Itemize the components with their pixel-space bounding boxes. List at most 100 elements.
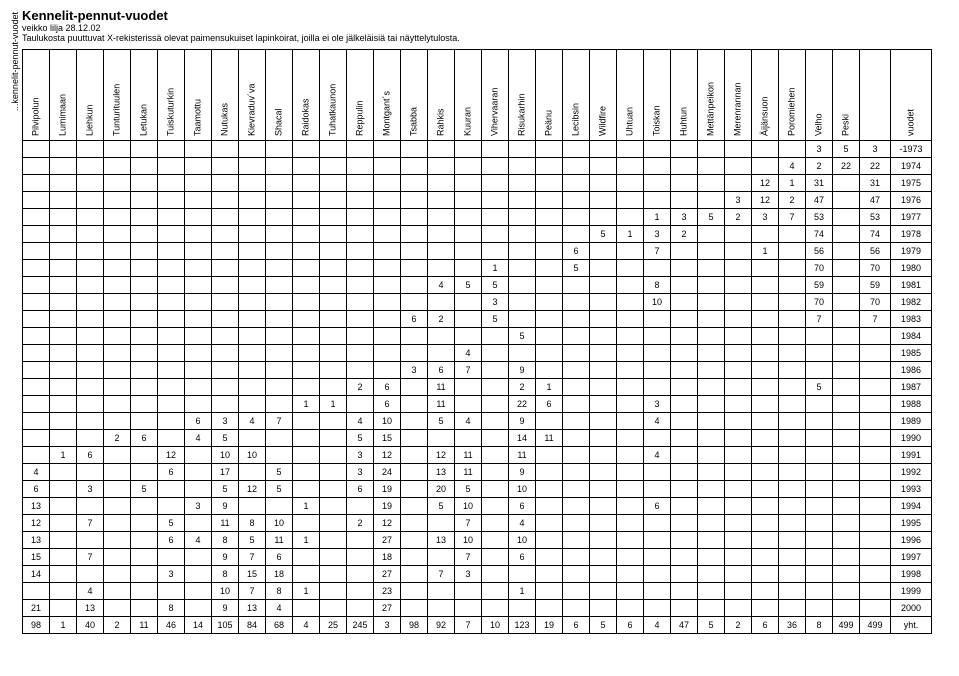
cell	[131, 515, 158, 532]
cell	[806, 413, 833, 430]
cell: 4	[509, 515, 536, 532]
cell: 3	[401, 362, 428, 379]
cell	[536, 481, 563, 498]
cell: 10	[212, 447, 239, 464]
table-row: 41985	[23, 345, 932, 362]
cell	[833, 328, 860, 345]
cell	[725, 260, 752, 277]
cell	[185, 464, 212, 481]
col-header: Uhtuan	[617, 50, 644, 141]
cell	[158, 430, 185, 447]
cell	[266, 243, 293, 260]
cell	[698, 430, 725, 447]
cell	[644, 515, 671, 532]
cell	[617, 192, 644, 209]
cell	[698, 532, 725, 549]
cell: 6	[77, 447, 104, 464]
table-row: 353-1973	[23, 141, 932, 158]
cell	[104, 583, 131, 600]
cell: 27	[374, 600, 401, 617]
cell	[455, 158, 482, 175]
cell	[239, 328, 266, 345]
cell	[482, 396, 509, 413]
cell	[779, 600, 806, 617]
cell	[401, 498, 428, 515]
cell	[401, 566, 428, 583]
cell	[752, 532, 779, 549]
cell: 3	[725, 192, 752, 209]
cell	[752, 277, 779, 294]
row-year: 1993	[891, 481, 932, 498]
cell	[590, 209, 617, 226]
cell: 13	[428, 532, 455, 549]
cell: 4	[185, 532, 212, 549]
cell	[671, 583, 698, 600]
cell	[833, 583, 860, 600]
cell	[536, 260, 563, 277]
data-table: PilvipolunLumimaanLiehkunTunturituulenLe…	[22, 49, 932, 634]
cell	[212, 396, 239, 413]
cell	[158, 328, 185, 345]
cell: 1	[779, 175, 806, 192]
table-row: 6355125619205101993	[23, 481, 932, 498]
cell: 12	[752, 175, 779, 192]
cell	[401, 192, 428, 209]
row-total	[860, 447, 891, 464]
row-year: 1978	[891, 226, 932, 243]
cell	[779, 532, 806, 549]
cell	[644, 260, 671, 277]
cell	[320, 175, 347, 192]
table-row: 1161122631988	[23, 396, 932, 413]
cell	[266, 396, 293, 413]
cell: 2	[725, 209, 752, 226]
cell: 10	[482, 617, 509, 634]
cell	[671, 515, 698, 532]
cell	[833, 243, 860, 260]
cell	[50, 260, 77, 277]
cell	[509, 277, 536, 294]
cell	[644, 430, 671, 447]
cell: 3	[671, 209, 698, 226]
cell	[104, 447, 131, 464]
cell	[698, 294, 725, 311]
cell	[23, 396, 50, 413]
cell	[482, 209, 509, 226]
cell	[320, 158, 347, 175]
cell	[23, 209, 50, 226]
cell: 1	[293, 396, 320, 413]
cell: 2	[509, 379, 536, 396]
cell: 2	[671, 226, 698, 243]
cell	[455, 209, 482, 226]
row-total	[860, 362, 891, 379]
cell	[293, 294, 320, 311]
cell	[401, 430, 428, 447]
cell	[833, 566, 860, 583]
cell: 59	[806, 277, 833, 294]
cell: 15	[374, 430, 401, 447]
row-year: -1973	[891, 141, 932, 158]
cell	[158, 345, 185, 362]
cell	[617, 447, 644, 464]
cell: 1	[752, 243, 779, 260]
cell: 11	[131, 617, 158, 634]
row-year: 1988	[891, 396, 932, 413]
cell	[320, 328, 347, 345]
cell	[590, 515, 617, 532]
cell	[779, 549, 806, 566]
cell	[671, 481, 698, 498]
cell	[158, 175, 185, 192]
table-row: 51984	[23, 328, 932, 345]
cell	[401, 328, 428, 345]
cell	[266, 226, 293, 243]
cell	[563, 379, 590, 396]
cell	[536, 141, 563, 158]
cell	[185, 260, 212, 277]
cell	[401, 260, 428, 277]
cell	[401, 141, 428, 158]
cell: 1	[536, 379, 563, 396]
cell: 1	[293, 583, 320, 600]
cell	[833, 413, 860, 430]
cell	[293, 447, 320, 464]
cell	[644, 549, 671, 566]
cell	[725, 566, 752, 583]
